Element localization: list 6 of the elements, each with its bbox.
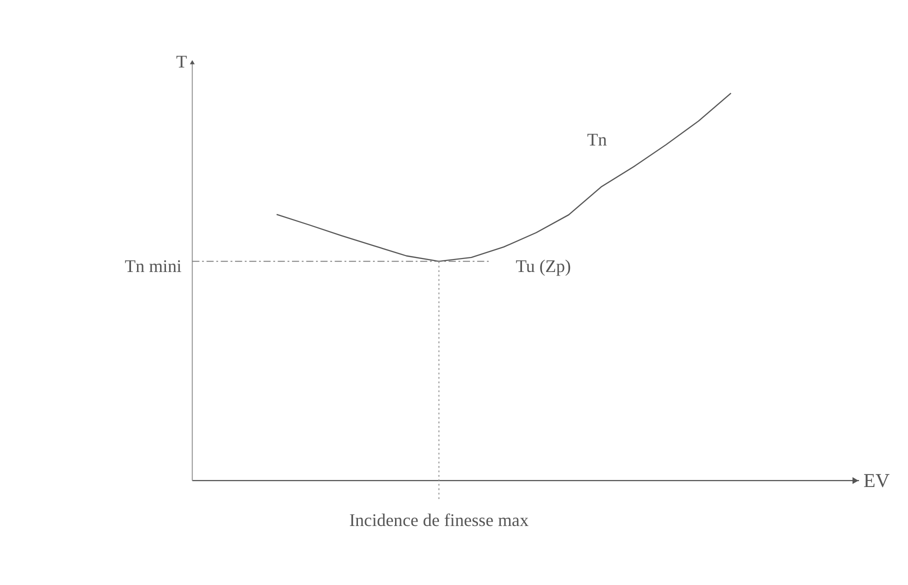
series-label: Tn <box>587 129 607 150</box>
text: Tn mini <box>124 256 182 276</box>
y-axis-title: T <box>176 52 188 72</box>
text: EV <box>863 470 890 492</box>
annotation: Tu (Zp) <box>516 256 572 276</box>
text: Incidence de finesse max <box>349 510 529 530</box>
